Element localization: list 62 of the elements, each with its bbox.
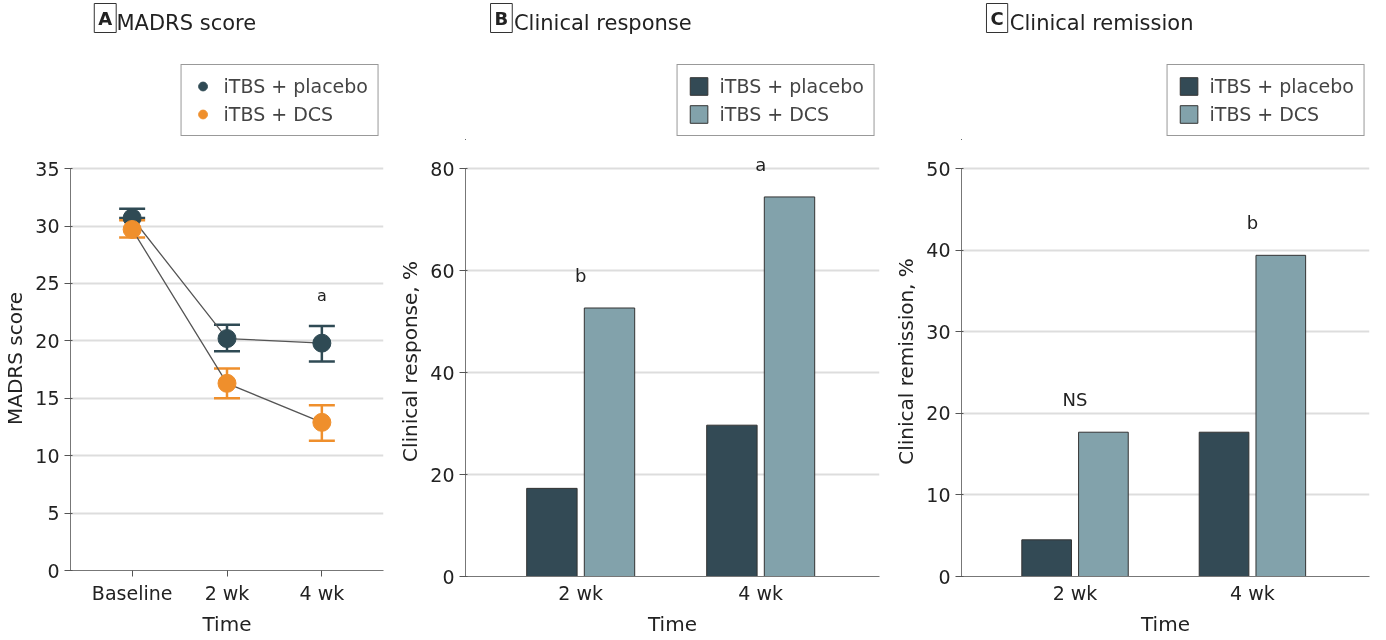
legend-label: iTBS + DCS — [1209, 103, 1320, 125]
annotation: b — [574, 265, 587, 286]
bar — [526, 487, 578, 577]
y-tick-label: 10 — [35, 444, 60, 467]
text: A — [98, 7, 113, 29]
y-tick-label: 30 — [35, 215, 60, 238]
legend-label: iTBS + placebo — [223, 75, 368, 97]
chart-title: Clinical remission — [1009, 10, 1194, 35]
x-tick-label: 4 wk — [738, 581, 784, 604]
y-axis-title: Clinical remission, % — [894, 258, 919, 465]
chart-title: MADRS score — [116, 10, 257, 35]
y-tick-label: 40 — [926, 239, 951, 262]
x-axis-title: Time — [647, 611, 697, 636]
y-axis-title: Clinical response, % — [398, 260, 423, 463]
y-tick-label: 60 — [430, 259, 455, 282]
y-axis-title: MADRS score — [3, 291, 28, 426]
y-tick-label: 25 — [35, 272, 60, 295]
annotation: a — [755, 153, 767, 175]
text: C — [990, 7, 1004, 29]
x-axis-title: Time — [1140, 611, 1190, 636]
y-tick-label: 0 — [47, 559, 60, 582]
bar — [763, 196, 816, 577]
y-tick-label: 20 — [430, 463, 455, 486]
chart-title: Clinical response — [513, 10, 692, 35]
y-tick-label: 20 — [35, 329, 60, 352]
y-tick-label: 10 — [926, 483, 951, 506]
bar — [583, 307, 636, 577]
bar — [706, 424, 758, 577]
y-tick-label: 0 — [938, 565, 951, 588]
annotation: b — [1246, 212, 1259, 234]
bar — [1255, 254, 1307, 577]
x-tick-label: 2 wk — [558, 581, 604, 604]
annotation: NS — [1062, 389, 1088, 411]
x-tick-label: 2 wk — [1052, 581, 1098, 604]
y-tick-label: 80 — [430, 157, 455, 180]
x-tick-label: Baseline — [91, 581, 173, 604]
y-tick-label: 0 — [442, 565, 455, 588]
y-tick-label: 20 — [926, 402, 951, 425]
y-tick-label: 5 — [47, 502, 60, 525]
bar — [1021, 539, 1072, 577]
y-tick-label: 40 — [430, 361, 455, 384]
point — [122, 219, 142, 239]
point — [312, 333, 332, 353]
legend-label: iTBS + placebo — [1209, 75, 1354, 97]
x-axis-title: Time — [201, 611, 252, 636]
annotation: a — [316, 286, 327, 306]
y-tick-label: 30 — [926, 320, 951, 343]
legend-label: iTBS + placebo — [719, 75, 864, 97]
y-tick-label: 35 — [35, 157, 60, 180]
point — [217, 329, 237, 349]
x-tick-label: 4 wk — [1230, 581, 1275, 604]
legend-label: iTBS + DCS — [223, 103, 334, 125]
y-tick-label: 50 — [926, 157, 951, 180]
y-tick-label: 15 — [35, 387, 60, 410]
text: B — [494, 7, 509, 29]
point — [312, 412, 332, 432]
legend-label: iTBS + DCS — [719, 103, 830, 125]
point — [217, 373, 237, 393]
bar — [1198, 431, 1250, 577]
bar — [1078, 431, 1129, 577]
x-tick-label: 4 wk — [299, 581, 345, 604]
x-tick-label: 2 wk — [204, 581, 250, 604]
